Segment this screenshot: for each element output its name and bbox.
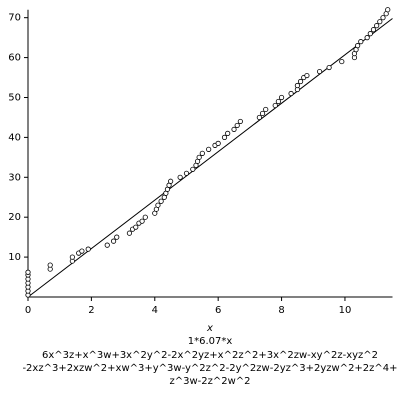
y-tick-label: 60 xyxy=(8,53,21,64)
data-point xyxy=(339,58,345,65)
data-point xyxy=(374,23,380,29)
data-point xyxy=(110,238,117,244)
x-tick-label: 8 xyxy=(278,305,284,316)
y-tick-label: 20 xyxy=(8,212,21,223)
x-axis-label: x xyxy=(206,323,213,334)
data-point xyxy=(225,130,231,136)
data-point xyxy=(367,31,373,37)
data-point xyxy=(234,122,240,129)
data-point xyxy=(256,114,262,121)
line-label: 1*6.07*x xyxy=(188,336,233,347)
data-point xyxy=(237,118,243,125)
caption-line: z^3w-2z^2w^2 xyxy=(169,376,250,387)
data-point xyxy=(25,269,31,275)
data-point xyxy=(104,242,110,248)
data-point xyxy=(385,7,391,13)
data-point xyxy=(85,246,91,252)
data-point xyxy=(275,98,281,105)
data-point xyxy=(316,68,323,75)
data-point xyxy=(221,134,228,140)
y-tick-label: 40 xyxy=(8,132,21,143)
data-point xyxy=(364,35,370,41)
data-point xyxy=(355,43,361,49)
data-point xyxy=(380,15,386,21)
x-tick-label: 6 xyxy=(215,305,221,316)
fit-line xyxy=(27,18,393,298)
data-point xyxy=(294,82,301,89)
x-tick-label: 10 xyxy=(339,305,352,316)
caption-line: 6x^3z+x^3w+3x^2y^2-2x^2yz+x^2z^2+3x^2zw-… xyxy=(42,350,378,361)
data-point xyxy=(196,154,202,160)
data-point xyxy=(304,72,310,79)
data-point xyxy=(47,262,53,268)
data-point xyxy=(114,234,120,240)
data-point xyxy=(206,146,212,152)
data-point xyxy=(297,78,304,85)
data-point xyxy=(183,170,190,176)
data-point xyxy=(377,19,383,25)
data-point xyxy=(139,218,145,224)
x-tick-label: 2 xyxy=(88,305,94,316)
data-point xyxy=(288,90,294,97)
data-point xyxy=(142,214,148,220)
y-tick-label: 30 xyxy=(8,172,21,183)
data-point xyxy=(326,64,332,71)
data-point xyxy=(133,224,139,230)
data-point xyxy=(272,102,278,109)
data-point xyxy=(259,110,266,117)
y-tick-label: 10 xyxy=(8,252,21,263)
data-point xyxy=(199,150,205,156)
y-tick-label: 50 xyxy=(8,92,21,103)
data-point xyxy=(278,94,285,101)
x-tick-label: 4 xyxy=(152,305,158,316)
data-point xyxy=(215,140,221,146)
data-point xyxy=(158,198,164,204)
data-point xyxy=(231,126,237,133)
data-point xyxy=(177,174,183,180)
caption-line: -2xz^3+2xzw^2+xw^3+y^3w-y^2z^2-2y^2zw-2y… xyxy=(22,363,397,374)
data-point xyxy=(370,27,377,33)
data-point xyxy=(190,166,196,172)
x-tick-label: 0 xyxy=(25,305,31,316)
data-point xyxy=(126,230,133,236)
data-point xyxy=(155,202,161,208)
data-point xyxy=(69,254,75,260)
data-point xyxy=(358,39,364,45)
y-tick-label: 70 xyxy=(8,13,21,24)
data-point xyxy=(79,248,85,254)
data-point xyxy=(168,178,174,184)
data-point xyxy=(263,106,269,113)
